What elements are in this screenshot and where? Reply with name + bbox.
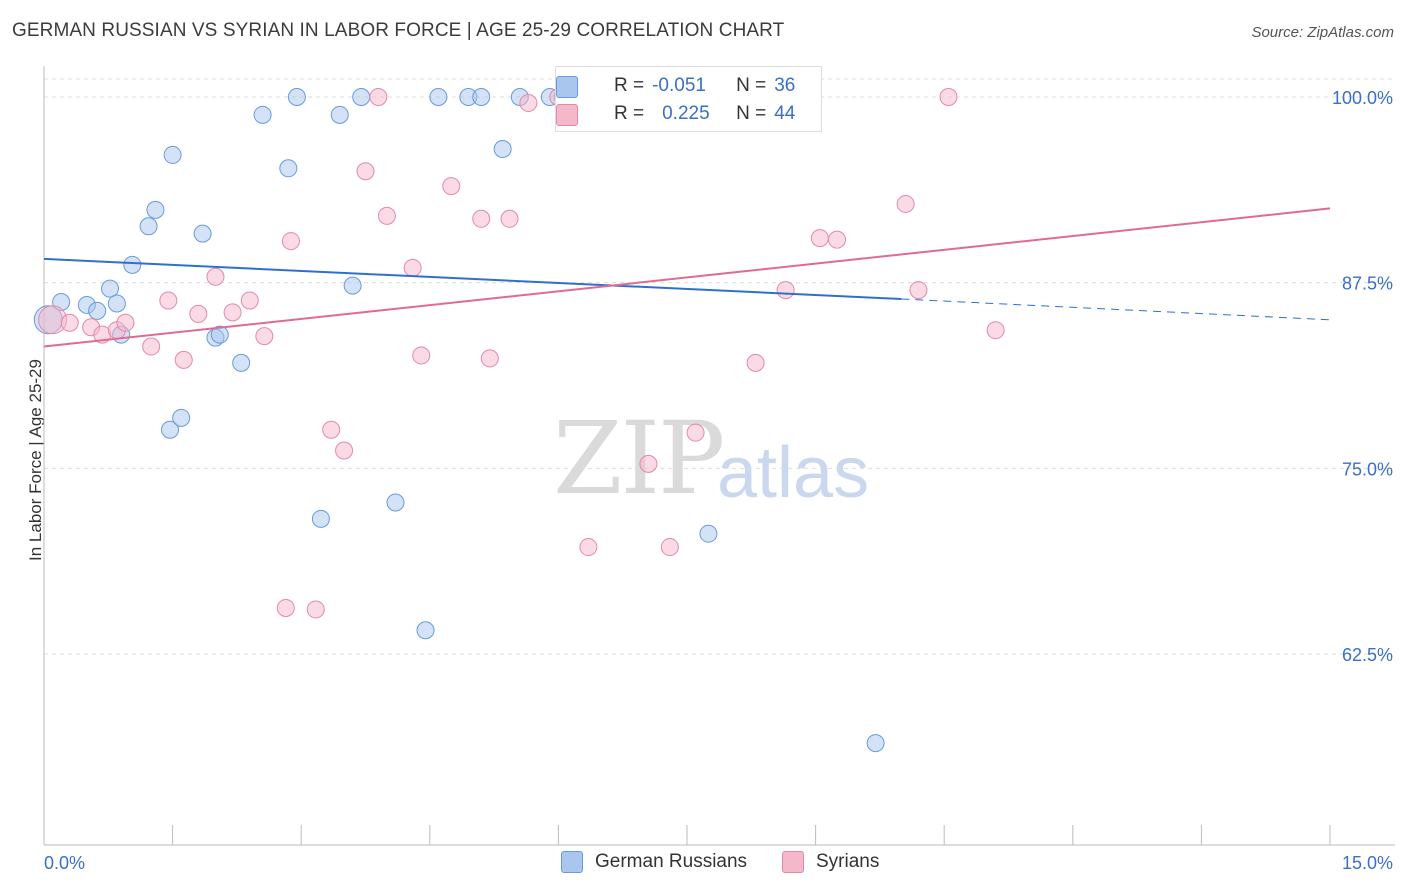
legend-label: Syrians	[816, 851, 880, 872]
syrian-point	[223, 303, 242, 322]
german-russian-point	[123, 255, 142, 274]
y-tick-label: 75.0%	[1342, 459, 1393, 479]
syrian-point	[281, 232, 300, 251]
syrian-trendline	[43, 207, 1331, 348]
german-russian-point	[161, 420, 180, 439]
y-tick-label: 62.5%	[1342, 645, 1393, 665]
syrian-point	[60, 313, 79, 332]
legend-n-value: 36	[774, 75, 796, 96]
german-russian-point	[352, 88, 371, 106]
syrian-point	[174, 350, 193, 369]
x-tick-label: 15.0%	[1342, 853, 1393, 873]
syrian-point	[322, 420, 341, 439]
syrian-point	[472, 209, 491, 228]
german-russian-point	[386, 493, 405, 512]
german-russian-point	[330, 105, 349, 124]
legend-swatch-pink	[782, 851, 804, 873]
legend-row-german-russians: R = -0.051 N = 36	[556, 73, 796, 99]
german-russian-point	[146, 200, 165, 219]
syrian-point	[939, 88, 958, 106]
german-russian-point	[253, 105, 272, 124]
syrian-point	[356, 162, 375, 181]
syrian-point	[403, 258, 422, 277]
syrian-point	[810, 229, 829, 248]
syrian-point	[986, 321, 1005, 340]
syrian-point	[116, 313, 135, 332]
legend-label: German Russians	[595, 851, 748, 872]
german-russian-point	[193, 224, 212, 243]
y-tick-label: 100.0%	[1332, 88, 1393, 108]
german-russian-point	[88, 301, 107, 320]
german-russian-point	[232, 353, 251, 372]
syrian-point	[377, 206, 396, 225]
german-russian-point	[210, 325, 229, 344]
syrian-point	[142, 337, 161, 356]
german-russian-point	[172, 408, 191, 427]
syrian-point	[519, 93, 538, 112]
y-tick-label: 87.5%	[1342, 274, 1393, 294]
syrian-point	[500, 209, 519, 228]
german-russian-point	[493, 139, 512, 158]
syrian-point	[335, 441, 354, 460]
watermark-zip: ZIP	[553, 400, 725, 517]
german-russian-trendline-extension	[901, 298, 1331, 321]
german-russian-trendline	[43, 257, 902, 301]
syrian-point	[159, 291, 178, 310]
legend-item-german-russians: German Russians	[561, 851, 747, 873]
syrian-point	[276, 598, 295, 617]
syrian-point	[189, 304, 208, 323]
syrian-point	[686, 423, 705, 442]
syrian-point	[639, 454, 658, 473]
german-russian-point	[699, 524, 718, 543]
syrian-point	[442, 177, 461, 196]
german-russian-point	[416, 621, 435, 640]
syrian-point	[206, 267, 225, 286]
german-russian-point	[429, 88, 448, 106]
syrian-point	[412, 346, 431, 365]
stats-legend: R = -0.051 N = 36 R = 0.225 N = 44	[555, 66, 822, 132]
watermark-atlas: atlas	[717, 433, 870, 513]
german-russian-point	[472, 88, 491, 106]
german-russian-point	[866, 734, 885, 753]
german-russian-point	[101, 279, 120, 298]
syrian-point	[255, 327, 274, 346]
german-russian-point	[107, 294, 126, 313]
legend-n-value: 44	[774, 103, 796, 124]
syrian-point	[776, 281, 795, 300]
legend-r-value: 0.225	[662, 103, 710, 124]
syrian-point	[660, 538, 679, 557]
series-legend: German Russians Syrians	[0, 851, 1406, 879]
syrian-point	[480, 349, 499, 368]
syrian-point	[909, 281, 928, 300]
source-label: Source: ZipAtlas.com	[1251, 24, 1394, 41]
german-russian-point	[279, 159, 298, 178]
legend-r-label: R =	[614, 75, 645, 96]
syrian-point	[896, 194, 915, 213]
legend-row-syrians: R = 0.225 N = 44	[556, 101, 796, 127]
syrian-point	[579, 538, 598, 557]
german-russian-point	[163, 145, 182, 164]
syrian-point	[746, 353, 765, 372]
syrian-point	[369, 88, 388, 106]
legend-swatch-pink	[556, 104, 578, 126]
syrian-point	[240, 291, 259, 310]
german-russian-point	[311, 509, 330, 528]
german-russian-point	[139, 217, 158, 236]
legend-n-label: N =	[736, 103, 767, 124]
german-russian-point	[343, 276, 362, 295]
x-tick-label: 0.0%	[44, 853, 85, 873]
syrian-point	[306, 600, 325, 619]
legend-r-value: -0.051	[652, 75, 706, 96]
legend-n-label: N =	[736, 75, 767, 96]
legend-item-syrians: Syrians	[782, 851, 879, 873]
legend-r-label: R =	[614, 103, 645, 124]
syrian-point	[828, 230, 847, 249]
german-russian-point	[287, 88, 306, 106]
chart-title: GERMAN RUSSIAN VS SYRIAN IN LABOR FORCE …	[12, 20, 785, 41]
legend-swatch-blue	[556, 76, 578, 98]
legend-swatch-blue	[561, 851, 583, 873]
